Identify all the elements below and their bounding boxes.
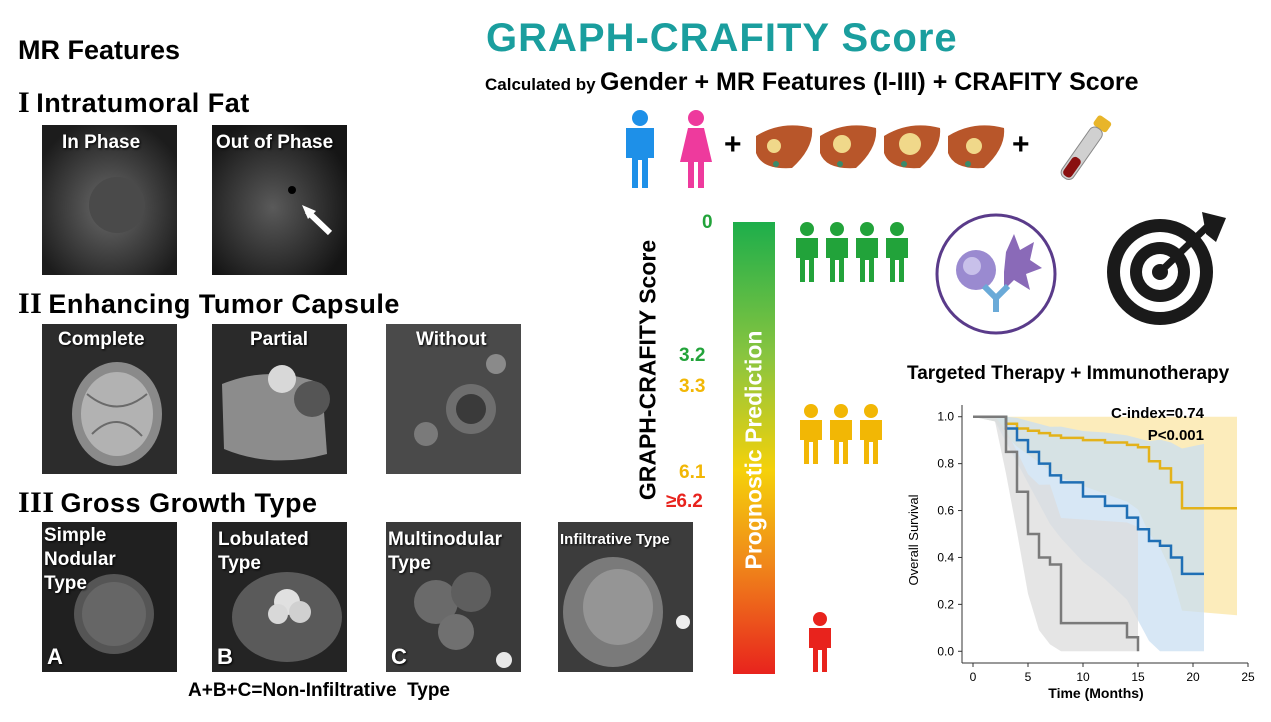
- score-value-6-2: ≥6.2: [666, 491, 703, 512]
- confidence-bands: [973, 416, 1237, 652]
- x-tick-label: 0: [970, 670, 977, 684]
- c-index-annotation: C-index=0.74: [1111, 405, 1205, 422]
- liver-group: [752, 118, 1012, 178]
- blood-tube-icon: [1060, 115, 1112, 181]
- score-value-6-1: 6.1: [679, 462, 706, 483]
- mri-in-phase-label: In Phase: [62, 132, 141, 153]
- y-tick-label: 0.6: [937, 504, 954, 518]
- mri-letter-c: C: [391, 644, 407, 669]
- score-value-0: 0: [702, 212, 713, 233]
- mri-letter-b: B: [217, 644, 233, 669]
- y-tick-label: 0.2: [937, 597, 954, 611]
- mri-out-of-phase: Out of Phase: [212, 125, 347, 275]
- section-3-title: III Gross Growth Type: [18, 486, 318, 520]
- score-value-3-3: 3.3: [679, 376, 706, 397]
- x-tick-label: 20: [1186, 670, 1200, 684]
- km-confidence-band: [973, 416, 1138, 652]
- mri-infiltrative-label: Infiltrative Type: [560, 531, 670, 548]
- section-2-roman: II: [18, 287, 43, 320]
- km-curve: [973, 415, 1204, 576]
- score-axis-label: GRAPH-CRAFITY Score: [634, 239, 661, 501]
- y-tick-label: 0.0: [937, 644, 954, 658]
- mri-without-capsule: Without: [386, 324, 521, 474]
- chart-axes: 0.0 0.2 0.4 0.6 0.8 1.0 0 5 10 15 20 25: [937, 405, 1255, 684]
- calc-formula: Gender + MR Features (I-III) + CRAFITY S…: [600, 68, 1139, 96]
- x-tick-label: 10: [1076, 670, 1090, 684]
- liver-icon: [756, 125, 1005, 169]
- y-tick-label: 0.4: [937, 550, 954, 564]
- mri-without-label: Without: [416, 329, 487, 350]
- calc-prefix: Calculated by: [485, 75, 596, 94]
- mri-complete-capsule: Complete: [42, 324, 177, 474]
- plus-sign-2: +: [1012, 128, 1030, 161]
- mri-partial-label: Partial: [250, 329, 309, 350]
- km-curve: [973, 415, 1140, 652]
- section-2-title: II Enhancing Tumor Capsule: [18, 287, 400, 321]
- mri-lobulated-label: Lobulated Type: [218, 529, 309, 574]
- page-title: GRAPH-CRAFITY Score: [486, 16, 958, 60]
- y-axis-label: Overall Survival: [906, 494, 921, 585]
- therapy-label: Targeted Therapy + Immunotherapy: [907, 363, 1230, 384]
- immune-cell-icon: [935, 213, 1057, 335]
- prognostic-bar-label: Prognostic Prediction: [740, 330, 767, 570]
- mri-simple-nodular-label: Simple Nodular Type: [44, 525, 116, 594]
- x-axis-label: Time (Months): [1048, 685, 1143, 701]
- section-1-label: Intratumoral Fat: [36, 88, 250, 118]
- mri-complete-label: Complete: [58, 329, 145, 350]
- mri-lobulated: Lobulated Type B: [212, 522, 347, 672]
- score-value-3-2: 3.2: [679, 345, 706, 366]
- section-1-roman: I: [18, 86, 31, 119]
- calculation-line: Calculated by Gender + MR Features (I-II…: [485, 68, 1139, 97]
- person-group-icon: [796, 222, 908, 282]
- km-series: [973, 415, 1237, 652]
- mri-partial-capsule: Partial: [212, 324, 347, 474]
- x-tick-label: 5: [1025, 670, 1032, 684]
- section-3-label: Gross Growth Type: [60, 488, 318, 518]
- x-tick-label: 25: [1241, 670, 1255, 684]
- male-person-icon: [626, 110, 654, 188]
- section-3-roman: III: [18, 486, 55, 519]
- plus-sign-1: +: [724, 128, 742, 161]
- prognostic-gradient-bar: [733, 222, 775, 674]
- mri-multinodular: Multinodular Type C: [386, 522, 521, 672]
- mri-simple-nodular: Simple Nodular Type A: [42, 522, 177, 672]
- p-value-annotation: P<0.001: [1148, 427, 1204, 444]
- y-tick-label: 0.8: [937, 457, 954, 471]
- target-icon: [1107, 212, 1226, 325]
- person-group-icon: [800, 404, 882, 464]
- mri-out-of-phase-label: Out of Phase: [216, 132, 334, 153]
- non-infiltrative-footer: A+B+C=Non-Infiltrative Type: [188, 680, 451, 701]
- mri-multinodular-label: Multinodular Type: [388, 529, 502, 574]
- y-tick-label: 1.0: [937, 410, 954, 424]
- female-person-icon: [680, 110, 712, 188]
- person-group-icon: [809, 612, 831, 672]
- km-survival-chart: 0.0 0.2 0.4 0.6 0.8 1.0 0 5 10 15 20 25 C-index=0.7…: [906, 405, 1255, 701]
- mri-letter-a: A: [47, 644, 63, 669]
- section-2-label: Enhancing Tumor Capsule: [48, 289, 400, 319]
- mr-features-heading: MR Features: [18, 35, 181, 65]
- mri-infiltrative: Infiltrative Type: [558, 522, 693, 672]
- x-tick-label: 15: [1131, 670, 1145, 684]
- section-1-title: I Intratumoral Fat: [18, 86, 250, 120]
- mri-in-phase: In Phase: [42, 125, 177, 275]
